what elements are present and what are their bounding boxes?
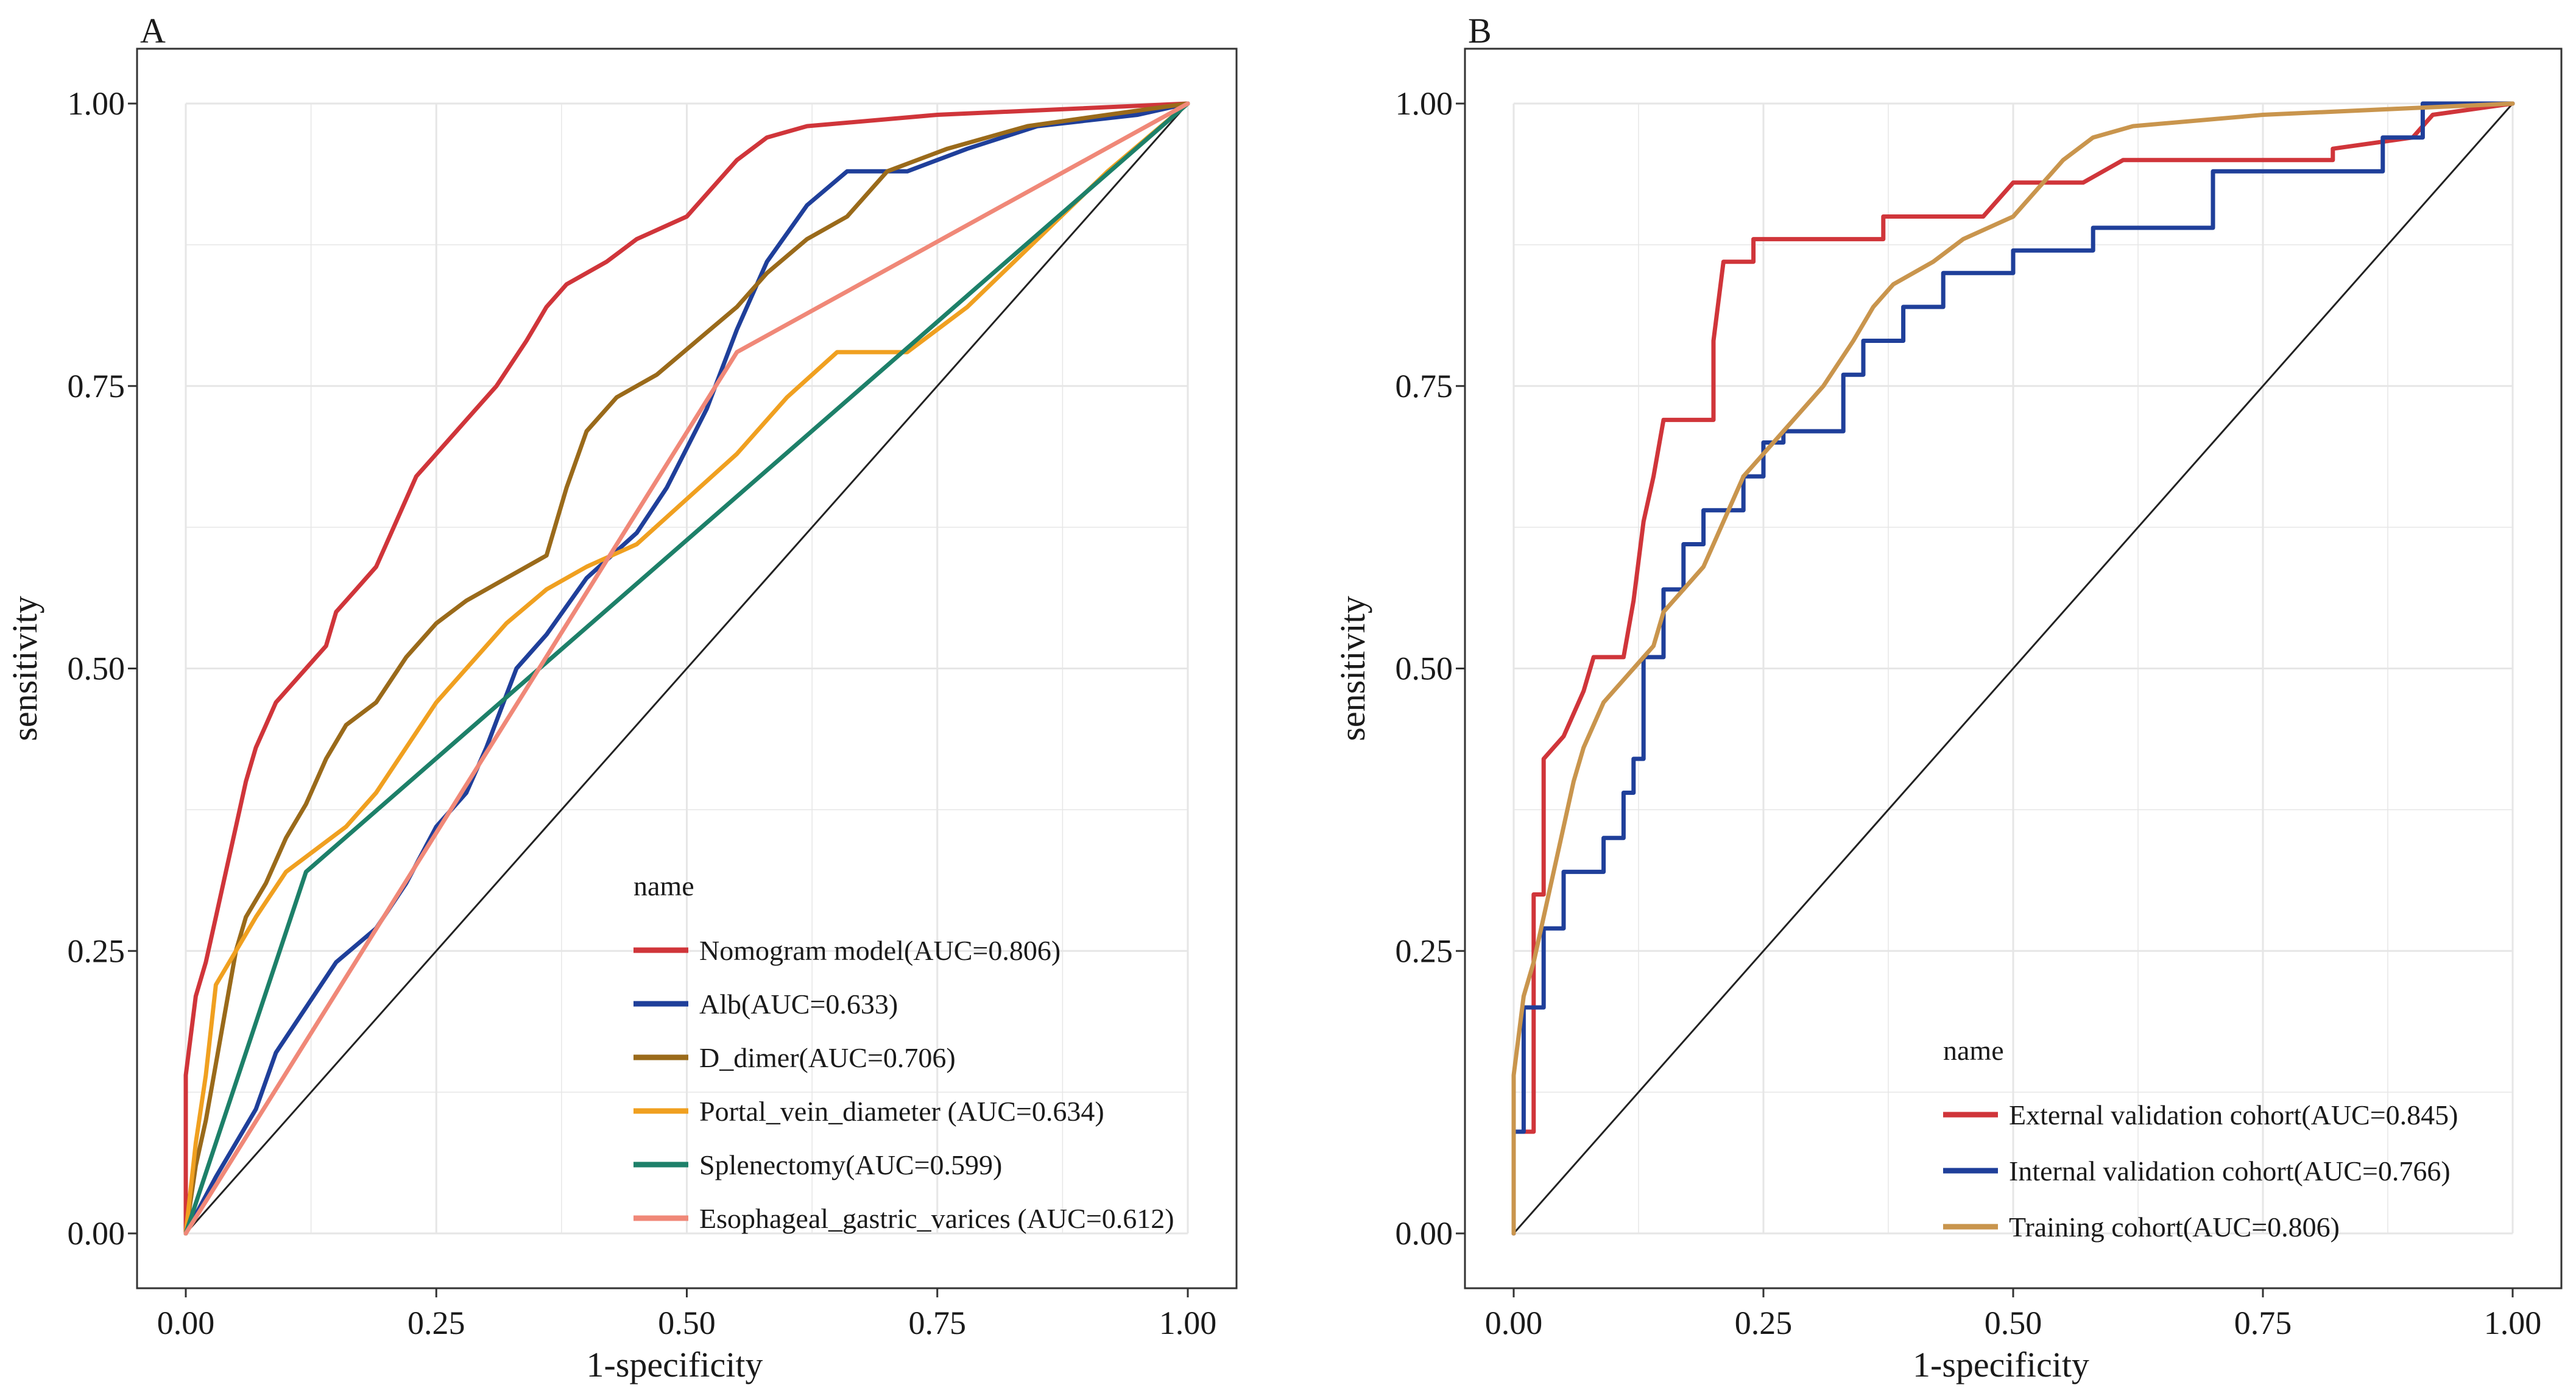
x-axis-ticks: 0.00 0.25 0.50 0.75 1.00 [157, 1305, 1217, 1341]
x-tick-label: 0.75 [2234, 1305, 2292, 1341]
y-tick-label: 1.00 [68, 85, 125, 122]
panel-a: A 0.00 0.25 0.50 0.75 1.00 0.00 0.25 0.5… [5, 11, 1238, 1384]
legend-entry: Internal validation cohort(AUC=0.766) [2009, 1155, 2451, 1187]
legend-entry: Nomogram model(AUC=0.806) [699, 935, 1060, 966]
y-tick-label: 0.25 [1396, 933, 1453, 969]
legend: name Nomogram model(AUC=0.806) Alb(AUC=0… [633, 870, 1174, 1234]
x-tick-label: 0.25 [408, 1305, 465, 1341]
y-tick-label: 0.75 [1396, 368, 1453, 404]
series-line-1 [1511, 101, 2515, 1236]
legend-title: name [633, 870, 694, 901]
legend-entry: Portal_vein_diameter (AUC=0.634) [699, 1096, 1104, 1127]
legend: name External validation cohort(AUC=0.84… [1943, 1035, 2458, 1243]
y-axis-ticks: 0.00 0.25 0.50 0.75 1.00 [1396, 85, 1453, 1252]
series-line-2 [1511, 101, 2515, 1236]
series-lines [183, 101, 1190, 1236]
y-tick-label: 0.50 [68, 651, 125, 687]
panel-label: A [140, 11, 166, 51]
grid [185, 102, 1189, 1235]
panel-label: B [1468, 11, 1492, 51]
reference-diagonal [1512, 103, 2514, 1234]
x-axis-label: 1-specificity [587, 1345, 763, 1384]
reference-diagonal [185, 103, 1189, 1234]
y-axis-label: sensitivity [1333, 596, 1372, 741]
x-tick-label: 0.00 [1485, 1305, 1543, 1341]
series-line-3 [183, 101, 1190, 1236]
y-axis-ticks: 0.00 0.25 0.50 0.75 1.00 [68, 85, 125, 1252]
y-tick-label: 1.00 [1396, 85, 1453, 122]
y-tick-label: 0.75 [68, 368, 125, 404]
legend-entry: Training cohort(AUC=0.806) [2009, 1211, 2340, 1243]
x-tick-label: 0.75 [909, 1305, 967, 1341]
y-axis-label: sensitivity [5, 596, 44, 741]
legend-title: name [1943, 1035, 2004, 1066]
panel-b: B 0.00 0.25 0.50 0.75 1.00 0.00 0.25 0.5… [1333, 11, 2563, 1384]
legend-entry: D_dimer(AUC=0.706) [699, 1042, 956, 1073]
x-tick-label: 0.25 [1735, 1305, 1793, 1341]
x-axis-ticks: 0.00 0.25 0.50 0.75 1.00 [1485, 1305, 2542, 1341]
x-tick-label: 0.50 [658, 1305, 716, 1341]
series-line-4 [183, 101, 1190, 1236]
series-lines [1511, 101, 2515, 1236]
y-tick-label: 0.50 [1396, 651, 1453, 687]
y-tick-label: 0.00 [68, 1215, 125, 1252]
x-axis-label: 1-specificity [1913, 1345, 2089, 1384]
legend-entry: Splenectomy(AUC=0.599) [699, 1149, 1002, 1180]
legend-entry: External validation cohort(AUC=0.845) [2009, 1099, 2458, 1130]
legend-entry: Alb(AUC=0.633) [699, 989, 898, 1020]
x-tick-label: 1.00 [2484, 1305, 2542, 1341]
legend-entry: Esophageal_gastric_varices (AUC=0.612) [699, 1203, 1174, 1234]
y-tick-label: 0.25 [68, 933, 125, 969]
series-line-5 [183, 101, 1190, 1236]
x-tick-label: 1.00 [1159, 1305, 1217, 1341]
grid [1512, 102, 2514, 1235]
series-line-0 [183, 101, 1190, 1236]
x-tick-label: 0.00 [157, 1305, 215, 1341]
x-tick-label: 0.50 [1985, 1305, 2042, 1341]
y-tick-label: 0.00 [1396, 1215, 1453, 1252]
series-line-0 [1511, 101, 2515, 1236]
